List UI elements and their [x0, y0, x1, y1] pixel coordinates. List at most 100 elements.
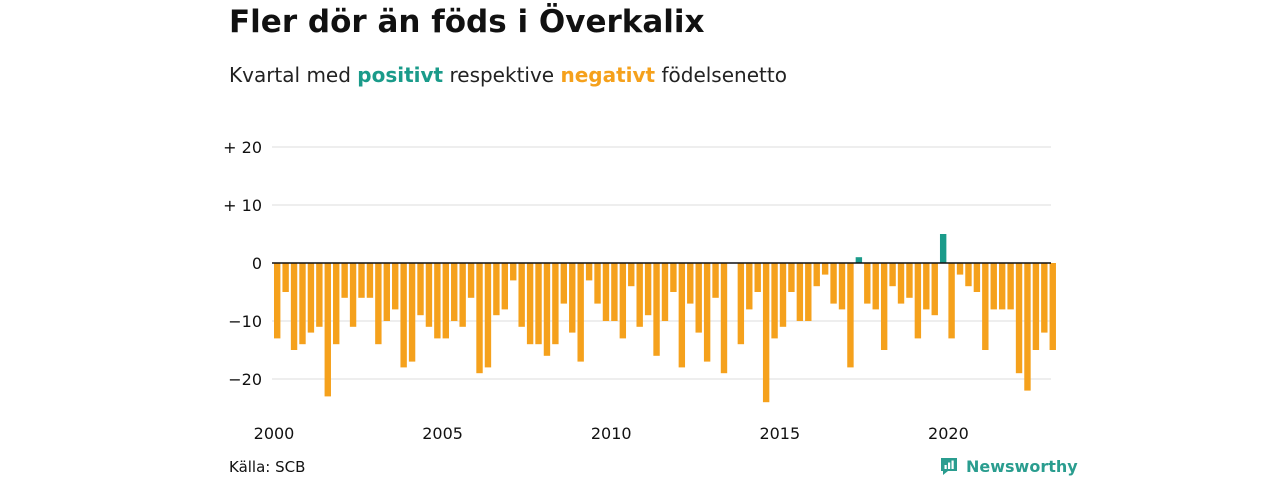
bar-negative [451, 263, 458, 321]
subtitle-suffix: födelsenetto [655, 63, 787, 87]
bar-negative [914, 263, 922, 339]
newsworthy-brand[interactable]: Newsworthy [938, 455, 1078, 477]
bar-negative [712, 263, 719, 298]
bar-negative [998, 263, 1006, 310]
x-tick-label: 2010 [591, 424, 632, 443]
bar-chart: + 20 + 10 0 −10 −20 2000 2005 2010 2015 2020 [223, 138, 1056, 443]
subtitle-prefix: Kvartal med [229, 63, 358, 87]
bar-negative [510, 263, 517, 281]
bar-negative [375, 263, 382, 345]
bar-negative [392, 263, 399, 310]
bar-negative [417, 263, 424, 316]
bar-negative [838, 263, 846, 310]
bar-negative [341, 263, 348, 298]
bars [274, 234, 1056, 403]
bar-negative [366, 263, 374, 298]
brand-name: Newsworthy [966, 456, 1078, 476]
bar-negative [611, 263, 618, 321]
bar-positive [939, 234, 947, 263]
bar-negative [535, 263, 542, 345]
bar-negative [594, 263, 601, 304]
newsworthy-logo-icon [941, 458, 957, 475]
bar-negative [552, 263, 559, 345]
bar-negative [821, 263, 829, 275]
bar-negative [274, 263, 281, 339]
bar-negative [1049, 263, 1056, 350]
bar-negative [830, 263, 837, 304]
chart-subtitle: Kvartal med positivt respektive negativt… [229, 63, 787, 87]
bar-negative [762, 263, 770, 403]
bar-negative [307, 263, 315, 333]
subtitle-middle: respektive [443, 63, 561, 87]
bar-negative [636, 263, 643, 327]
bar-negative [1032, 263, 1040, 350]
source-note: Källa: SCB [229, 458, 306, 476]
bar-negative [687, 263, 694, 304]
bar-negative [476, 263, 483, 374]
y-tick-label: −20 [228, 370, 262, 389]
bar-negative [965, 263, 972, 287]
bar-negative [467, 263, 475, 298]
x-axis-ticks: 2000 2005 2010 2015 2020 [254, 424, 969, 443]
bar-negative [383, 263, 390, 321]
x-tick-label: 2000 [254, 424, 295, 443]
bar-negative [560, 263, 568, 304]
bar-negative [644, 263, 652, 316]
bar-negative [864, 263, 871, 304]
bar-negative [425, 263, 433, 327]
bar-negative [585, 263, 593, 281]
y-axis-ticks: + 20 + 10 0 −10 −20 [223, 138, 262, 389]
bar-negative [459, 263, 466, 327]
bar-negative [628, 263, 635, 287]
y-tick-label: + 10 [223, 196, 262, 215]
bar-negative [754, 263, 761, 292]
y-tick-label: + 20 [223, 138, 262, 157]
bar-negative [889, 263, 896, 287]
bar-negative [805, 263, 812, 321]
bar-negative [982, 263, 989, 350]
bar-negative [358, 263, 365, 298]
bar-negative [695, 263, 702, 333]
bar-negative [333, 263, 340, 345]
bar-negative [493, 263, 500, 316]
bar-negative [779, 263, 787, 327]
bar-negative [720, 263, 728, 374]
bar-negative [703, 263, 711, 362]
bar-negative [619, 263, 627, 339]
bar-negative [737, 263, 745, 345]
y-tick-label: −10 [228, 312, 262, 331]
bar-negative [847, 263, 854, 368]
bar-negative [670, 263, 677, 292]
bar-negative [678, 263, 686, 368]
bar-negative [771, 263, 778, 339]
bar-negative [408, 263, 416, 362]
bar-negative [1024, 263, 1031, 391]
x-tick-label: 2020 [928, 424, 969, 443]
bar-negative [299, 263, 306, 345]
bar-negative [349, 263, 357, 327]
bar-negative [653, 263, 660, 356]
bar-negative [956, 263, 964, 275]
bar-positive [855, 257, 863, 263]
bar-negative [880, 263, 888, 350]
bar-negative [282, 263, 289, 292]
bar-negative [602, 263, 610, 321]
chart-title: Fler dör än föds i Överkalix [229, 4, 705, 40]
subtitle-positive-word: positivt [357, 63, 444, 87]
bar-negative [872, 263, 879, 310]
bar-negative [813, 263, 820, 287]
bar-negative [543, 263, 551, 356]
bar-negative [316, 263, 323, 327]
bar-negative [906, 263, 913, 298]
bar-negative [990, 263, 997, 310]
bar-negative [1015, 263, 1023, 374]
x-tick-label: 2005 [422, 424, 463, 443]
bar-negative [400, 263, 407, 368]
bar-negative [569, 263, 576, 333]
bar-negative [434, 263, 441, 339]
bar-negative [1041, 263, 1048, 333]
bar-negative [526, 263, 534, 345]
bar-negative [796, 263, 804, 321]
bar-negative [948, 263, 955, 339]
bar-negative [788, 263, 795, 292]
